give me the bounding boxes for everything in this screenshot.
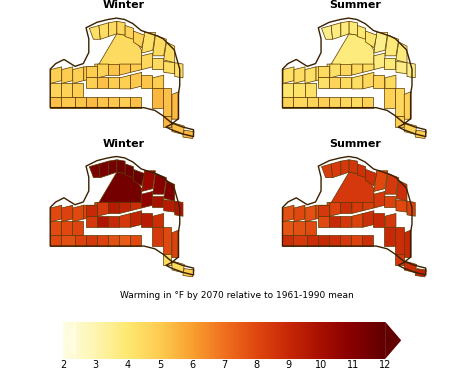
Title: Winter: Winter [102,0,144,10]
Title: Summer: Summer [329,139,382,149]
Title: Summer: Summer [329,0,382,10]
Text: Warming in °F by 2070 relative to 1961-1990 mean: Warming in °F by 2070 relative to 1961-1… [120,291,354,300]
Title: Winter: Winter [102,139,144,149]
